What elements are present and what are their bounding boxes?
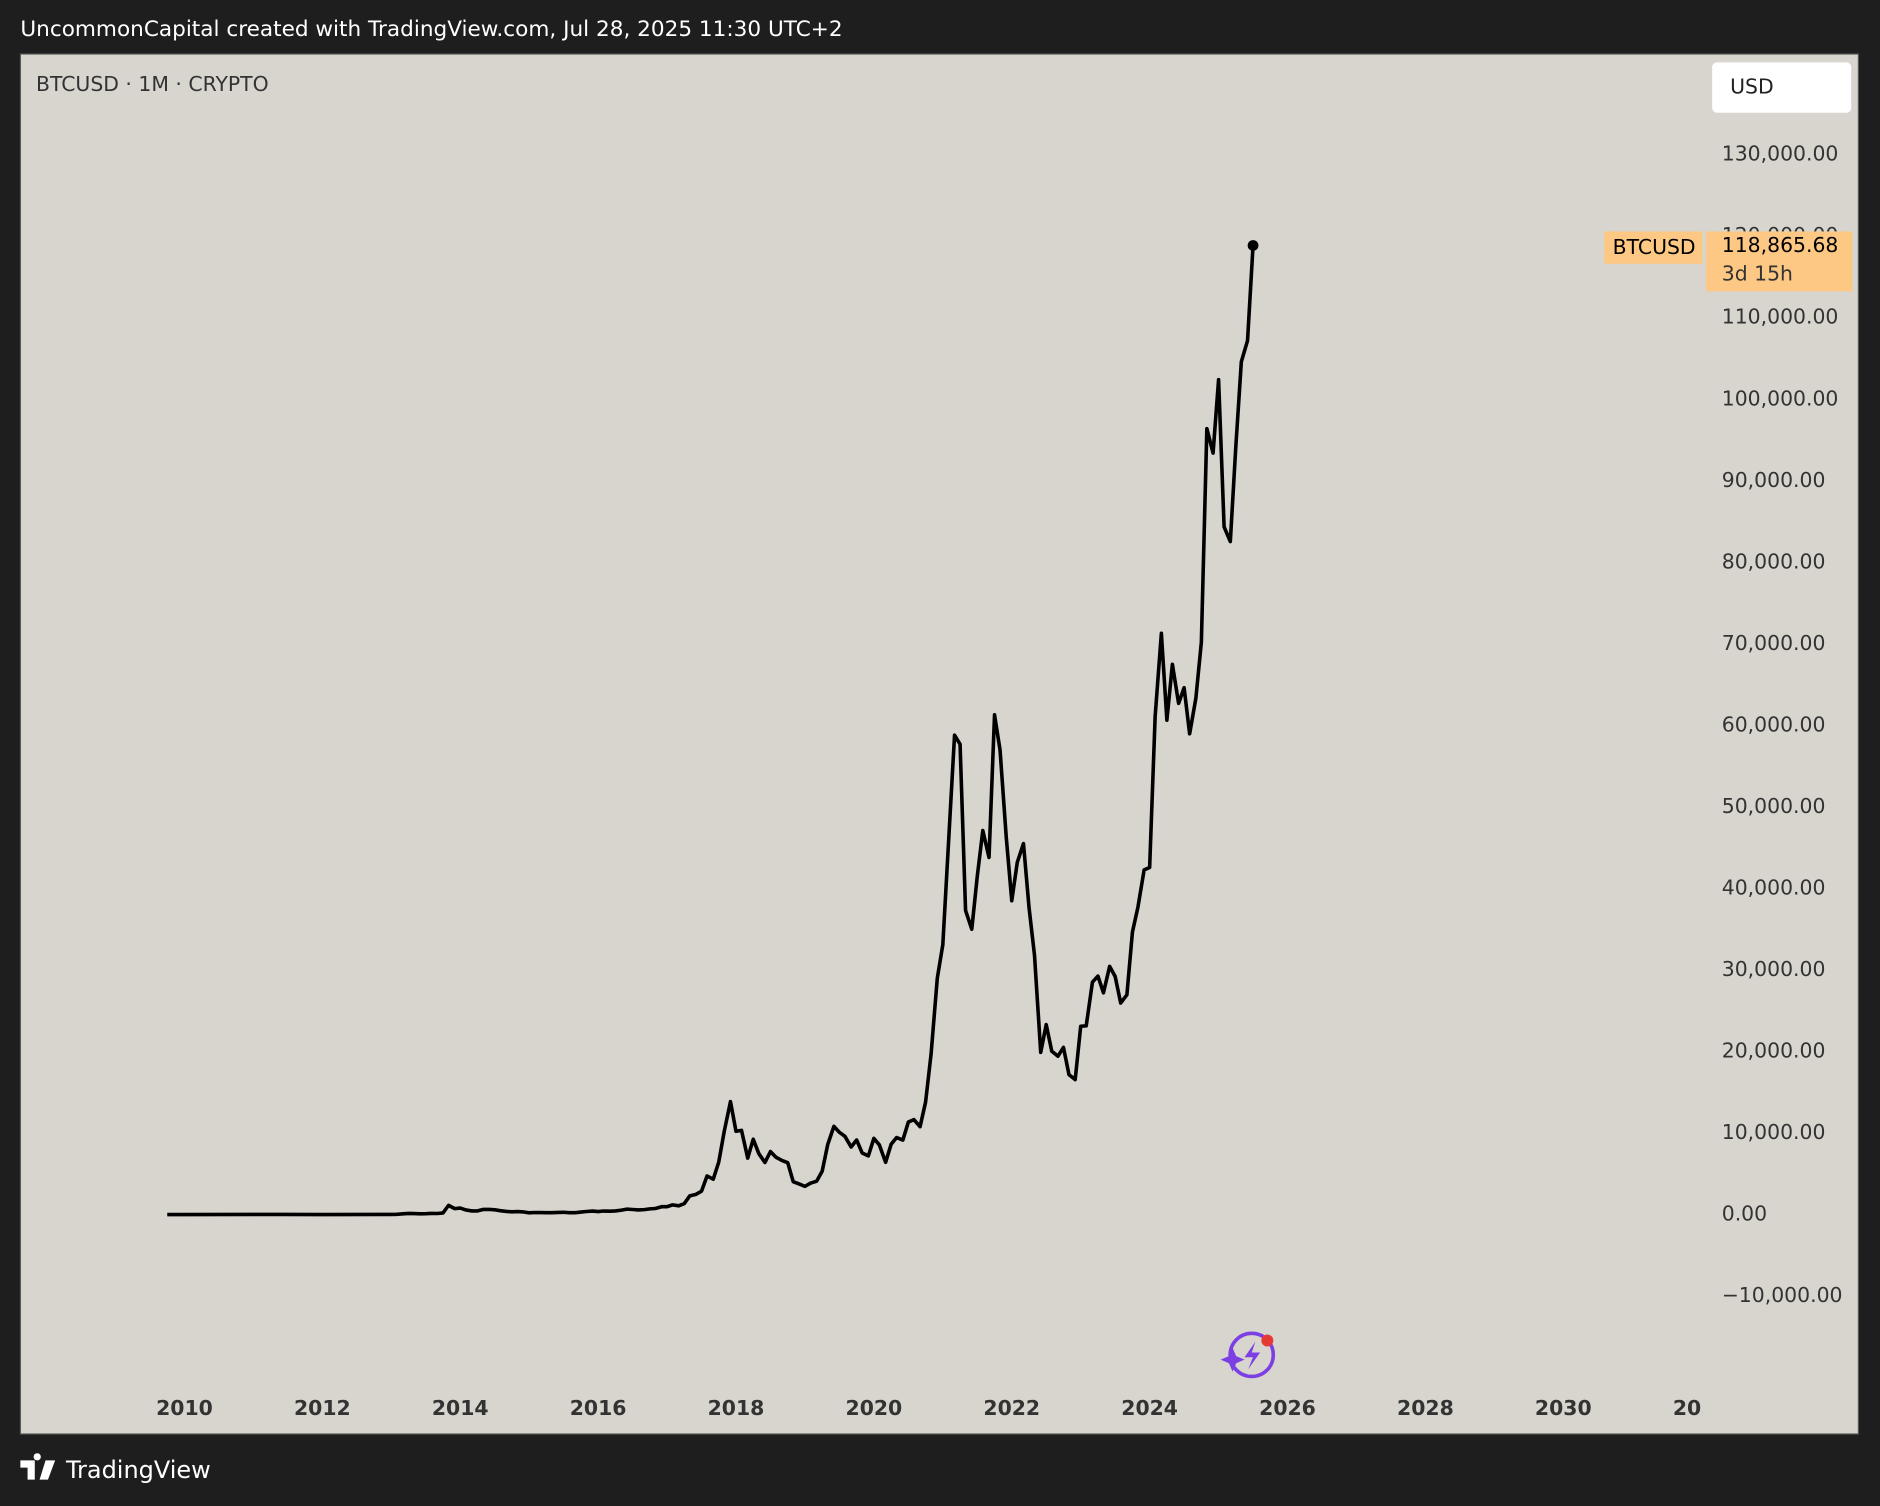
currency-label: USD [1730,75,1774,99]
x-tick-label: 2010 [156,1396,213,1420]
footer-brand: TradingView [65,1456,211,1484]
y-tick-label: 70,000.00 [1722,631,1826,655]
y-tick-label: −10,000.00 [1722,1283,1843,1307]
symbol-badge [1604,231,1703,264]
y-tick-label: 0.00 [1722,1202,1767,1226]
y-tick-label: 60,000.00 [1722,712,1826,736]
x-axis: 2010 2012 2014 2016 2018 2020 2022 2024 2026 2028… [156,1396,1730,1420]
last-price-badge [1706,231,1853,292]
countdown-label: 3d 15h [1722,262,1793,286]
currency-button[interactable] [1712,62,1852,113]
y-tick-label: 80,000.00 [1722,549,1826,573]
assistant-icon[interactable] [1220,1331,1276,1379]
x-tick-label: 2012 [294,1396,351,1420]
x-tick-label: 2020 [846,1396,903,1420]
symbol-label: BTCUSD [1613,235,1696,259]
x-tick-label: 2026 [1259,1396,1316,1420]
x-tick-label: 2016 [570,1396,627,1420]
last-point [1247,240,1259,251]
price-line [167,245,1255,1217]
x-tick-label: 2032 [1673,1396,1730,1420]
y-tick-label: 50,000.00 [1722,794,1826,818]
x-tick-label: 2022 [983,1396,1040,1420]
y-tick-label: 40,000.00 [1722,875,1826,899]
x-tick-label: 2014 [432,1396,489,1420]
y-tick-label: 20,000.00 [1722,1039,1826,1063]
plot [167,240,1259,1217]
header-text: UncommonCapital created with TradingView… [20,17,842,42]
chart-title: BTCUSD · 1M · CRYPTO [36,72,269,96]
x-tick-label: 2024 [1121,1396,1178,1420]
x-tick-label: 2030 [1535,1396,1592,1420]
y-tick-label: 90,000.00 [1722,468,1826,492]
y-tick-label: 130,000.00 [1722,142,1839,166]
y-tick-label: 100,000.00 [1722,386,1839,410]
y-tick-label: 10,000.00 [1722,1120,1826,1144]
chart-pane [19,53,1860,1435]
x-tick-label: 2018 [708,1396,765,1420]
price-badge: BTCUSD 118,865.68 3d 15h [1604,231,1853,292]
last-price-label: 118,865.68 [1722,233,1839,257]
axes: −10,000.00 0.00 10,000.00 20,000.00 30,000.0… [156,142,1842,1420]
y-tick-label: 110,000.00 [1722,305,1839,329]
y-tick-label: 30,000.00 [1722,957,1826,981]
footer-logo [20,1453,56,1480]
x-tick-label: 2028 [1397,1396,1454,1420]
